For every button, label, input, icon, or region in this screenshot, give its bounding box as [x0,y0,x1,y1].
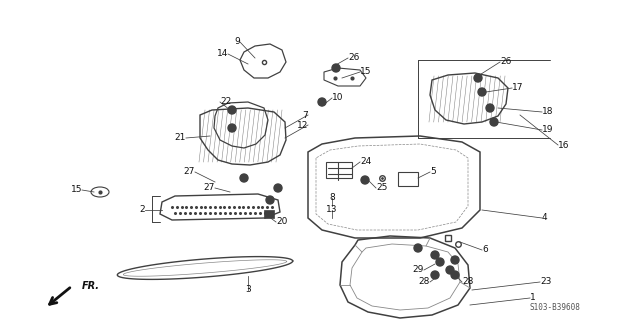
Text: 12: 12 [297,121,308,130]
Text: 22: 22 [220,98,231,107]
Text: S103-B39608: S103-B39608 [529,303,580,312]
Text: 15: 15 [71,186,82,195]
Circle shape [266,196,274,204]
Text: 20: 20 [276,218,287,227]
Circle shape [274,184,282,192]
Circle shape [431,251,439,259]
Circle shape [436,258,444,266]
Text: 18: 18 [542,108,554,116]
Text: 29: 29 [413,266,424,275]
Text: 23: 23 [540,277,551,286]
Text: FR.: FR. [82,281,100,291]
Text: 13: 13 [326,205,338,214]
Bar [398,172,418,186]
Text: 16: 16 [558,140,570,149]
Circle shape [431,271,439,279]
Text: 9: 9 [234,37,240,46]
Circle shape [451,271,459,279]
Text: 15: 15 [360,68,371,76]
Text: 26: 26 [500,58,512,67]
Text: 14: 14 [217,50,228,59]
Circle shape [332,64,340,72]
Text: 24: 24 [360,157,371,166]
Circle shape [228,124,236,132]
Circle shape [490,118,498,126]
Bar [264,210,274,218]
Text: 5: 5 [430,167,436,177]
Text: 8: 8 [329,194,335,203]
Text: 27: 27 [184,167,195,177]
Circle shape [228,106,236,114]
Text: 27: 27 [204,183,215,193]
Text: 26: 26 [348,53,359,62]
Circle shape [486,104,494,112]
Circle shape [414,244,422,252]
Text: 3: 3 [245,285,251,294]
Text: 28: 28 [419,277,430,286]
Circle shape [478,88,486,96]
Text: 19: 19 [542,125,554,134]
Text: 2: 2 [139,205,145,214]
Text: 4: 4 [542,213,547,222]
Text: 6: 6 [482,245,487,254]
Circle shape [318,98,326,106]
Text: 10: 10 [332,93,343,102]
Circle shape [446,266,454,274]
Circle shape [361,176,369,184]
Text: 28: 28 [462,277,473,286]
Text: 21: 21 [175,133,186,142]
Text: 17: 17 [512,84,524,92]
Text: 7: 7 [302,110,308,119]
Circle shape [240,174,248,182]
Text: 25: 25 [376,183,387,193]
Circle shape [474,74,482,82]
Text: 1: 1 [530,293,536,302]
Circle shape [451,256,459,264]
Bar [326,162,352,178]
